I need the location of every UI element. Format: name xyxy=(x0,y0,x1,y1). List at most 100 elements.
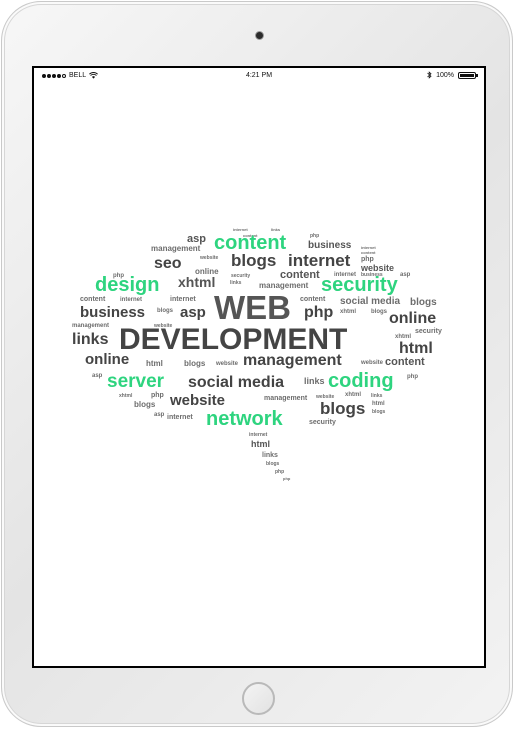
cloud-word: content xyxy=(385,356,425,368)
cloud-word: internet xyxy=(170,296,196,303)
cloud-word: internet xyxy=(288,251,351,270)
cloud-word: seo xyxy=(154,255,182,272)
cloud-word: xhtml xyxy=(345,392,361,398)
cloud-word: xhtml xyxy=(119,393,133,399)
green-word-design: design xyxy=(95,274,159,296)
cloud-word: internet xyxy=(120,297,142,303)
cloud-word: links xyxy=(304,376,325,386)
cloud-word: asp xyxy=(92,373,103,379)
cloud-word: website xyxy=(315,394,335,400)
cloud-word: internet xyxy=(334,272,356,278)
cloud-word: blogs xyxy=(157,308,174,314)
cloud-word: management xyxy=(151,244,201,253)
word-cloud-image: internet html links blogs php php intern… xyxy=(72,227,442,481)
cloud-word: blogs xyxy=(231,251,276,270)
cloud-word: security xyxy=(415,328,442,335)
cloud-word: php xyxy=(304,304,334,321)
cloud-word: website xyxy=(153,323,173,329)
green-word-content: content xyxy=(214,232,287,254)
cloud-word: blogs xyxy=(184,359,206,368)
cloud-word: internet xyxy=(249,432,268,438)
cloud-word: html xyxy=(399,340,433,357)
cloud-word: business xyxy=(361,272,383,278)
cloud-word: management xyxy=(72,323,109,329)
cloud-word: blogs xyxy=(410,297,437,308)
status-bar: BELL 4:21 PM 100% xyxy=(34,68,484,84)
battery-fill xyxy=(460,73,474,77)
clock: 4:21 PM xyxy=(245,72,273,79)
cloud-word: security xyxy=(309,419,336,426)
cloud-word: asp xyxy=(187,233,206,245)
cloud-word: online xyxy=(85,351,129,368)
cloud-word: html xyxy=(146,359,163,368)
cloud-word: website xyxy=(199,255,219,261)
carrier-label: BELL xyxy=(69,72,87,79)
cloud-word: management xyxy=(243,352,342,369)
home-button[interactable] xyxy=(242,682,275,715)
cloud-word: xhtml xyxy=(178,274,215,290)
cloud-word: links xyxy=(271,227,281,232)
cloud-word: internet xyxy=(167,414,193,421)
cloud-word: internet xyxy=(233,227,248,232)
cloud-word: links xyxy=(230,280,242,286)
cloud-word: links xyxy=(371,393,383,399)
cloud-word: online xyxy=(389,310,436,327)
cloud-word: blogs xyxy=(372,409,386,415)
cloud-word: links xyxy=(72,331,109,348)
cloud-word: business xyxy=(80,304,145,321)
cloud-word: business xyxy=(308,240,352,251)
cloud-word: online xyxy=(195,267,219,276)
battery-percent: 100% xyxy=(436,71,454,79)
front-camera xyxy=(255,31,264,40)
cloud-word: xhtml xyxy=(340,309,356,315)
cloud-word: internet xyxy=(361,245,376,250)
green-word-server: server xyxy=(107,371,165,392)
green-word-network: network xyxy=(206,408,284,430)
cloud-word: content xyxy=(280,269,320,281)
cloud-word: blogs xyxy=(371,309,388,315)
cloud-word: content xyxy=(361,250,376,255)
status-left: BELL xyxy=(42,72,99,79)
cloud-word: management xyxy=(259,281,309,290)
cloud-word: website xyxy=(169,392,225,409)
cloud-word: php xyxy=(151,392,164,399)
battery-icon xyxy=(458,71,478,79)
cloud-word: blogs xyxy=(134,400,156,409)
cloud-word: content xyxy=(243,233,258,238)
cloud-word: php xyxy=(283,476,291,481)
green-word-coding: coding xyxy=(328,370,394,392)
status-right: 100% xyxy=(427,71,478,79)
cloud-word: xhtml xyxy=(395,334,411,340)
cloud-word: html xyxy=(251,439,270,449)
cloud-word: website xyxy=(360,263,394,273)
cloud-word: links xyxy=(262,452,278,459)
bluetooth-icon xyxy=(427,71,432,79)
cloud-word: management xyxy=(264,395,308,402)
cloud-word: php xyxy=(310,233,319,239)
cloud-word: content xyxy=(300,296,326,303)
screen-bezel: BELL 4:21 PM 100% xyxy=(32,66,486,668)
cloud-word: website xyxy=(215,361,239,367)
cloud-word: social media xyxy=(340,296,400,307)
main-word-development: DEVELOPMENT xyxy=(119,323,347,356)
cloud-word: html xyxy=(372,401,385,407)
cloud-word: php xyxy=(407,374,418,380)
signal-strength-icon xyxy=(42,73,66,78)
cloud-word: asp xyxy=(400,272,411,278)
main-word-web: WEB xyxy=(214,289,291,326)
cloud-word: blogs xyxy=(266,461,280,467)
display: BELL 4:21 PM 100% xyxy=(34,68,484,666)
cloud-word: php xyxy=(275,469,284,475)
wifi-icon xyxy=(89,72,99,79)
cloud-word: social media xyxy=(188,374,284,391)
cloud-word: asp xyxy=(180,304,206,321)
cloud-word: php xyxy=(361,256,374,263)
cloud-word: asp xyxy=(154,412,165,418)
cloud-word: website xyxy=(360,360,384,366)
cloud-word: php xyxy=(113,273,124,279)
cloud-word: security xyxy=(231,273,250,279)
green-word-security: security xyxy=(321,274,399,296)
cloud-word: blogs xyxy=(320,399,365,418)
cloud-word: content xyxy=(80,296,106,303)
